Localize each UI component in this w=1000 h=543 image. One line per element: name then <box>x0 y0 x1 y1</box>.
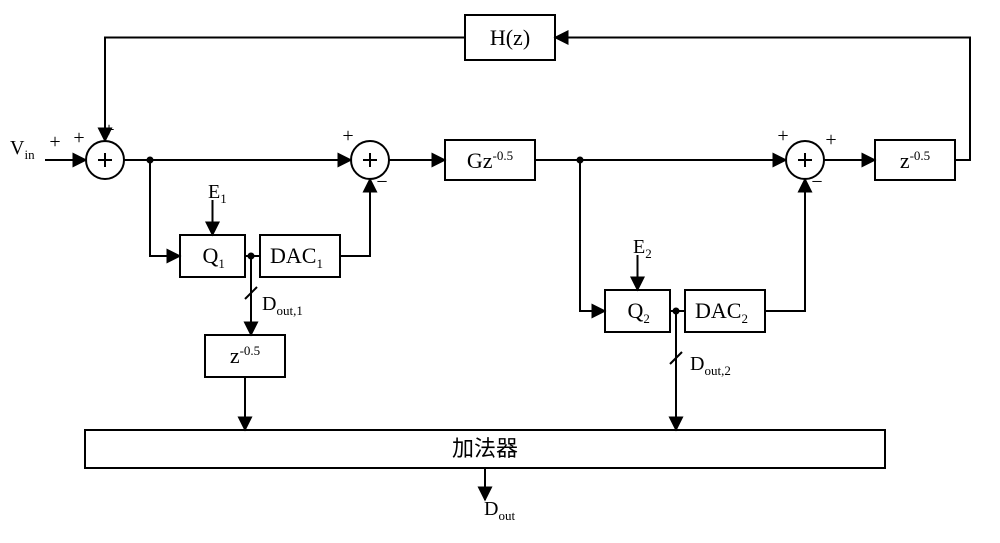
svg-text:+: + <box>777 125 788 147</box>
svg-text:Dout,2: Dout,2 <box>690 353 731 378</box>
svg-text:Dout: Dout <box>484 498 515 523</box>
svg-text:Vin: Vin <box>10 137 35 162</box>
svg-text:+: + <box>49 131 60 153</box>
svg-text:E1: E1 <box>208 181 227 206</box>
svg-text:+: + <box>342 125 353 147</box>
svg-text:加法器: 加法器 <box>452 436 518 461</box>
svg-text:H(z): H(z) <box>490 25 530 50</box>
svg-text:+: + <box>825 129 836 151</box>
svg-text:−: − <box>376 171 387 193</box>
svg-text:DAC2: DAC2 <box>695 298 748 326</box>
svg-text:+: + <box>73 127 84 149</box>
svg-text:−: − <box>811 171 822 193</box>
svg-text:DAC1: DAC1 <box>270 243 323 271</box>
block-diagram: H(z)Gz-0.5z-0.5z-0.5Q1Q2DAC1DAC2加法器+++−+… <box>0 0 1000 543</box>
svg-text:E2: E2 <box>633 236 652 261</box>
svg-text:Dout,1: Dout,1 <box>262 293 303 318</box>
